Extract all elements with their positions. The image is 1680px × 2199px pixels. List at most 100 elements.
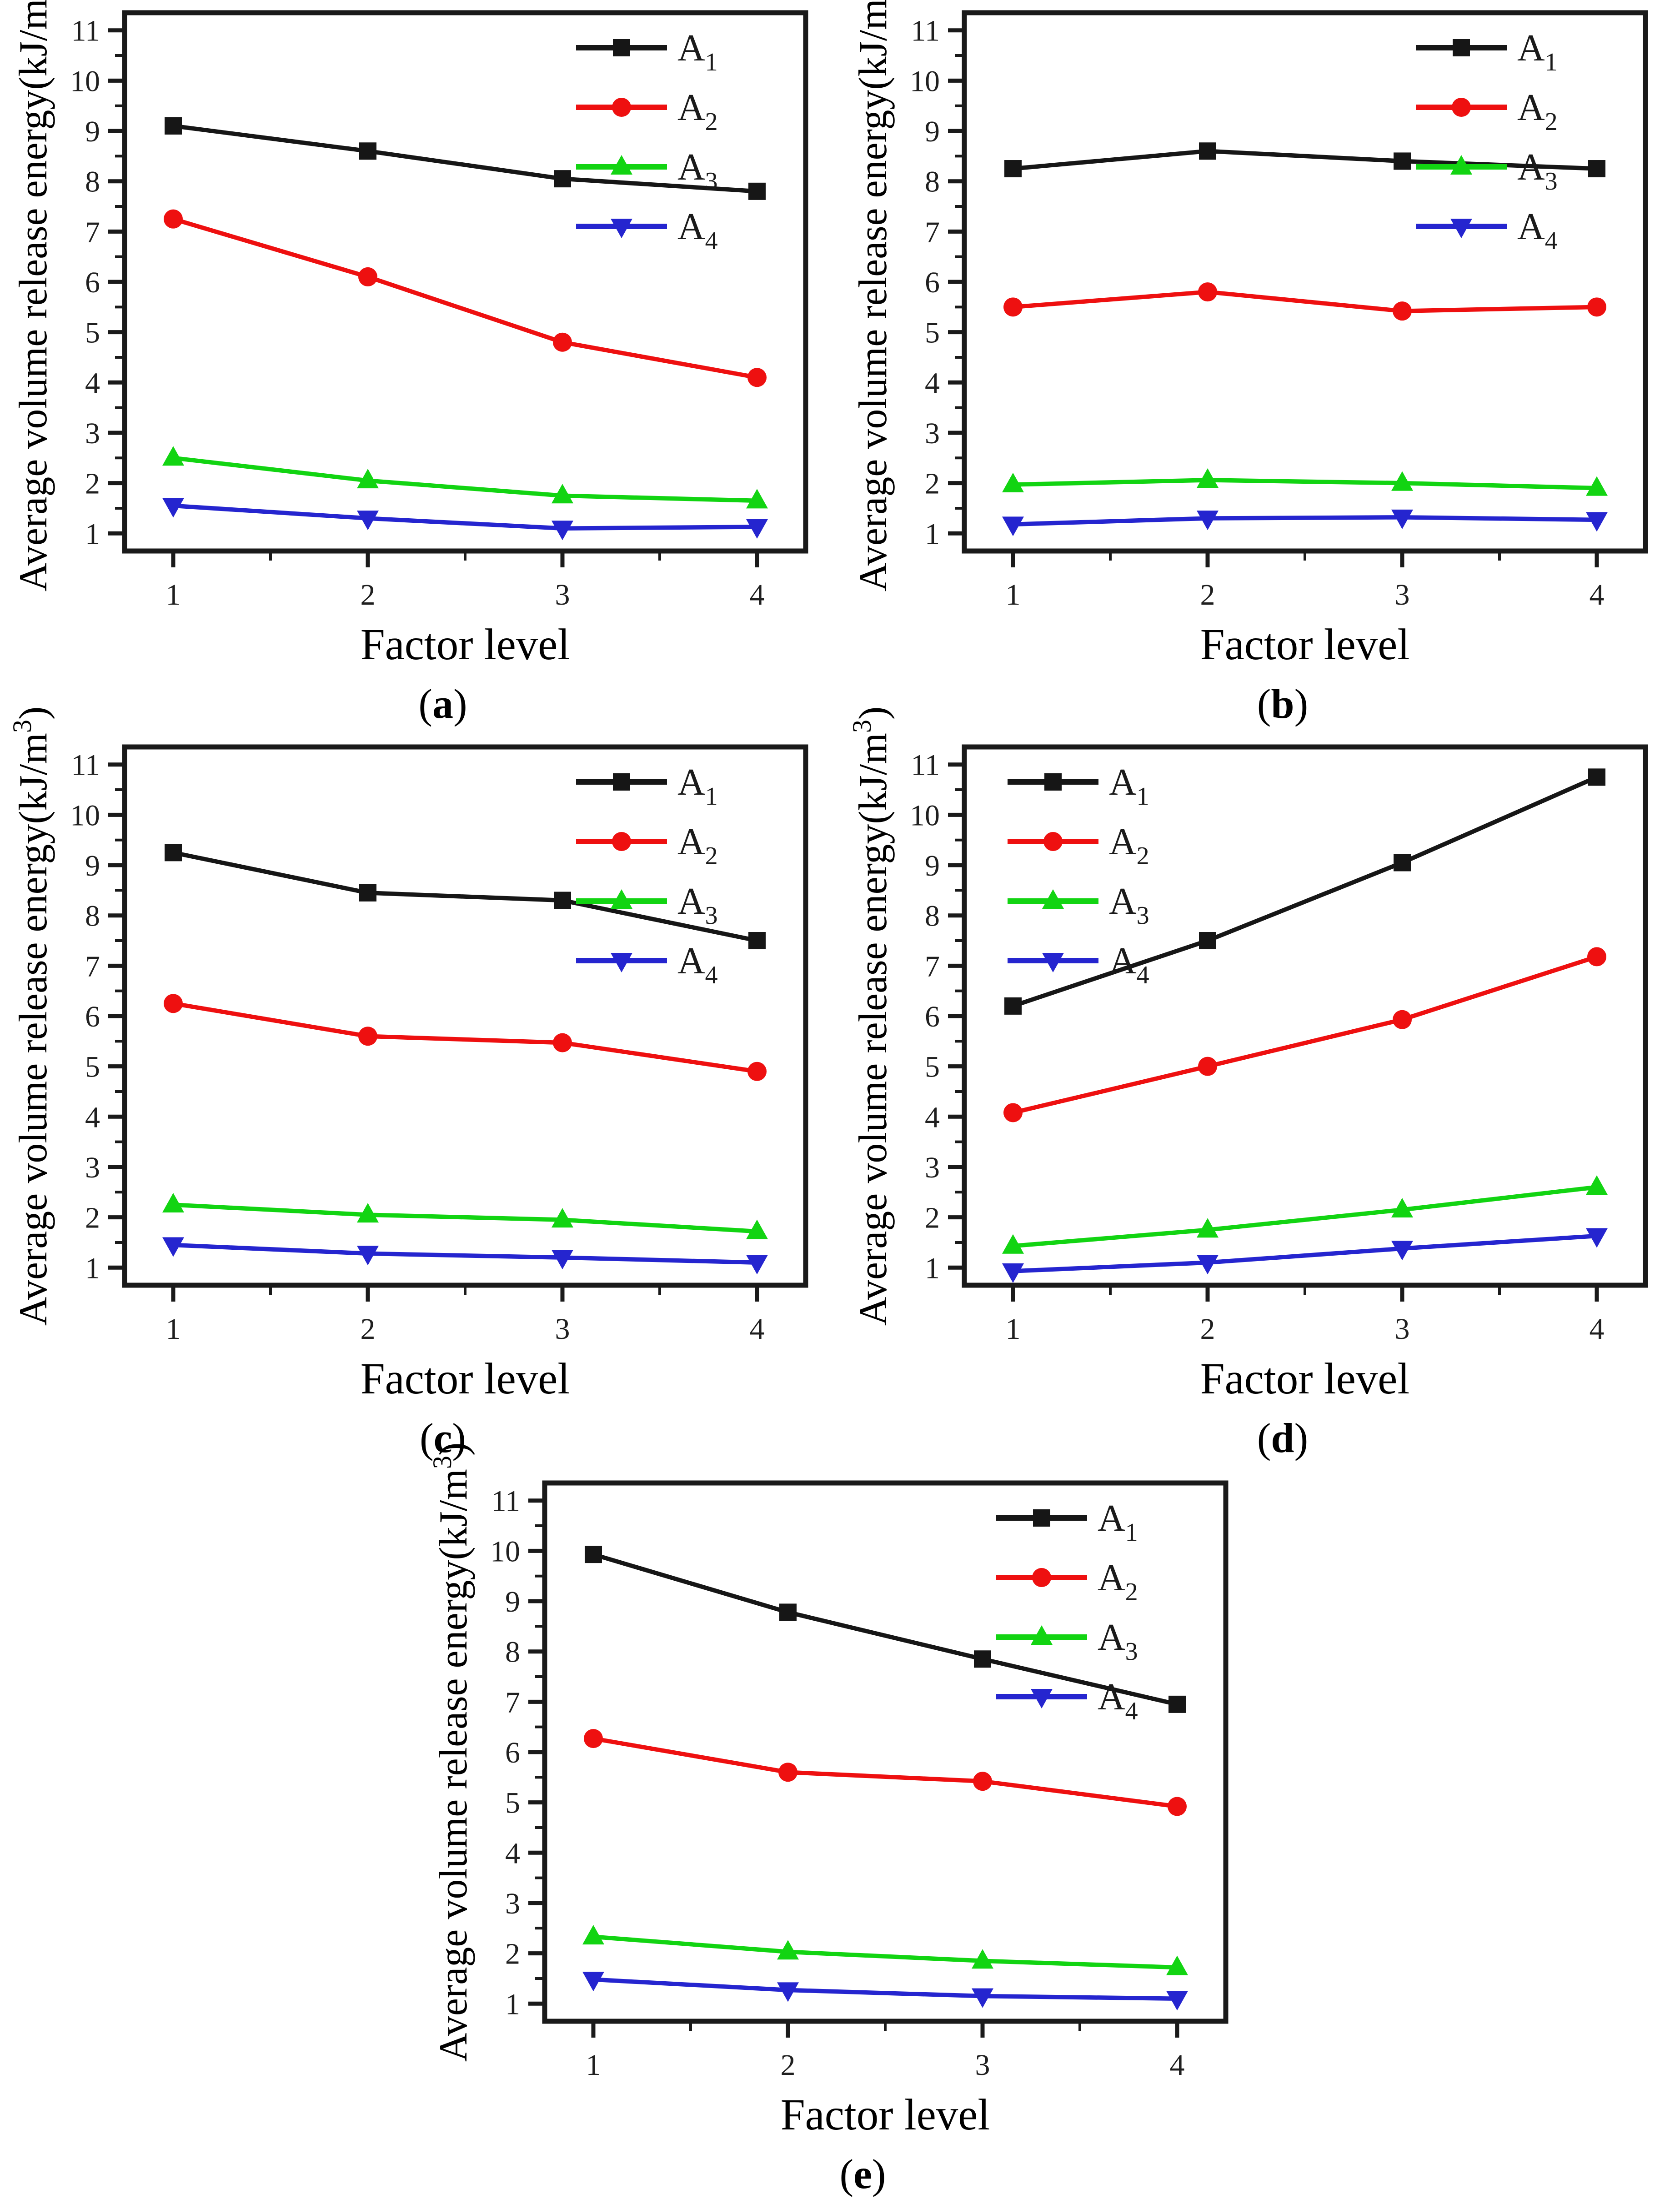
svg-text:A4: A4 xyxy=(677,205,718,255)
svg-text:1: 1 xyxy=(166,1312,181,1346)
svg-text:3: 3 xyxy=(975,2049,990,2082)
legend: A1 A2 A3 A4 xyxy=(576,761,718,989)
svg-text:A1: A1 xyxy=(1517,27,1558,76)
y-axis-label: Average volume release energy(kJ/m3) xyxy=(847,0,895,591)
svg-text:9: 9 xyxy=(85,115,100,148)
svg-text:10: 10 xyxy=(70,65,100,98)
svg-text:6: 6 xyxy=(85,1000,100,1033)
svg-text:1: 1 xyxy=(925,517,940,551)
svg-text:1: 1 xyxy=(925,1252,940,1285)
series-A3 xyxy=(1002,1175,1608,1254)
series-A4 xyxy=(1002,509,1608,536)
legend: A1 A2 A3 A4 xyxy=(576,27,718,255)
caption-letter: c xyxy=(433,1415,452,1462)
svg-text:11: 11 xyxy=(71,15,100,48)
panel-caption-b: (b) xyxy=(1257,681,1308,727)
caption-close-paren: ) xyxy=(452,1415,466,1462)
y-axis-label: Average volume release energy(kJ/m3) xyxy=(847,706,895,1326)
plot-frame xyxy=(962,744,1648,1288)
series-A3 xyxy=(162,1193,768,1239)
svg-text:3: 3 xyxy=(555,1312,570,1346)
caption-close-paren: ) xyxy=(1294,1415,1309,1462)
series-A1 xyxy=(584,1546,1186,1713)
svg-text:A3: A3 xyxy=(1517,146,1558,195)
svg-text:9: 9 xyxy=(85,849,100,882)
svg-text:7: 7 xyxy=(85,215,100,249)
caption-letter: d xyxy=(1271,1415,1294,1462)
chart-panel-b: 1 2 3 4 5 6 7 8 9 10 11 1 2 3 4 Factor level Average vol… xyxy=(840,0,1680,727)
svg-text:1: 1 xyxy=(85,1252,100,1285)
svg-text:9: 9 xyxy=(925,849,940,882)
legend: A1 A2 A3 A4 xyxy=(996,1497,1138,1725)
svg-text:A3: A3 xyxy=(677,880,718,930)
svg-text:11: 11 xyxy=(491,1485,520,1518)
svg-text:A3: A3 xyxy=(677,146,718,195)
svg-text:4: 4 xyxy=(85,366,100,400)
series-A1 xyxy=(165,117,766,200)
svg-text:1: 1 xyxy=(1006,1312,1021,1346)
svg-text:2: 2 xyxy=(925,1202,940,1235)
chart-row-2: 1 2 3 4 5 6 7 8 9 10 11 1 2 3 4 Factor level Average vol… xyxy=(0,706,1680,1462)
svg-text:10: 10 xyxy=(490,1535,520,1568)
svg-text:10: 10 xyxy=(70,799,100,832)
svg-text:5: 5 xyxy=(505,1787,520,1820)
series-A4 xyxy=(162,498,768,541)
svg-text:2: 2 xyxy=(1200,578,1215,611)
caption-open-paren: ( xyxy=(418,681,432,727)
svg-text:3: 3 xyxy=(555,578,570,611)
series-A2 xyxy=(583,1729,1187,1816)
caption-letter: b xyxy=(1271,681,1294,727)
svg-text:3: 3 xyxy=(85,417,100,450)
svg-text:1: 1 xyxy=(166,578,181,611)
series-A3 xyxy=(1002,468,1608,496)
svg-text:6: 6 xyxy=(85,266,100,299)
svg-text:1: 1 xyxy=(1006,578,1021,611)
series-A2 xyxy=(164,994,767,1081)
caption-open-paren: ( xyxy=(1257,681,1271,727)
svg-text:8: 8 xyxy=(925,165,940,199)
series-A4 xyxy=(1002,1228,1608,1283)
svg-text:7: 7 xyxy=(85,950,100,983)
svg-text:1: 1 xyxy=(85,517,100,551)
svg-text:3: 3 xyxy=(1395,578,1410,611)
svg-text:5: 5 xyxy=(85,316,100,350)
svg-text:9: 9 xyxy=(505,1585,520,1618)
svg-text:2: 2 xyxy=(85,467,100,501)
series-A1 xyxy=(1004,768,1605,1015)
series-A2 xyxy=(1003,282,1606,321)
svg-text:3: 3 xyxy=(925,417,940,450)
svg-text:2: 2 xyxy=(505,1938,520,1971)
x-axis-label: Factor level xyxy=(1200,1354,1410,1403)
svg-text:8: 8 xyxy=(85,165,100,199)
caption-open-paren: ( xyxy=(839,2151,854,2198)
x-axis-label: Factor level xyxy=(780,2090,990,2139)
svg-text:A1: A1 xyxy=(1109,761,1149,811)
chart-panel-e: 1 2 3 4 5 6 7 8 9 10 11 1 2 3 4 Factor level Average vol… xyxy=(404,1443,1277,2198)
series-A2 xyxy=(164,209,767,387)
series-A4 xyxy=(162,1237,768,1275)
svg-text:3: 3 xyxy=(505,1887,520,1920)
svg-text:A4: A4 xyxy=(1098,1676,1138,1725)
svg-text:3: 3 xyxy=(85,1151,100,1184)
svg-text:3: 3 xyxy=(1395,1312,1410,1346)
svg-text:A4: A4 xyxy=(1517,205,1558,255)
svg-text:6: 6 xyxy=(925,266,940,299)
svg-text:2: 2 xyxy=(85,1202,100,1235)
caption-close-paren: ) xyxy=(1294,681,1309,727)
svg-text:A1: A1 xyxy=(1098,1497,1138,1547)
svg-text:A4: A4 xyxy=(677,940,718,989)
svg-text:A3: A3 xyxy=(1098,1616,1138,1666)
svg-text:8: 8 xyxy=(85,900,100,933)
legend: A1 A2 A3 A4 xyxy=(1416,27,1558,255)
panel-caption-a: (a) xyxy=(418,681,467,727)
svg-text:10: 10 xyxy=(910,65,940,98)
chart-panel-c: 1 2 3 4 5 6 7 8 9 10 11 1 2 3 4 Factor level Average vol… xyxy=(0,706,840,1462)
svg-text:8: 8 xyxy=(925,900,940,933)
svg-text:5: 5 xyxy=(925,316,940,350)
